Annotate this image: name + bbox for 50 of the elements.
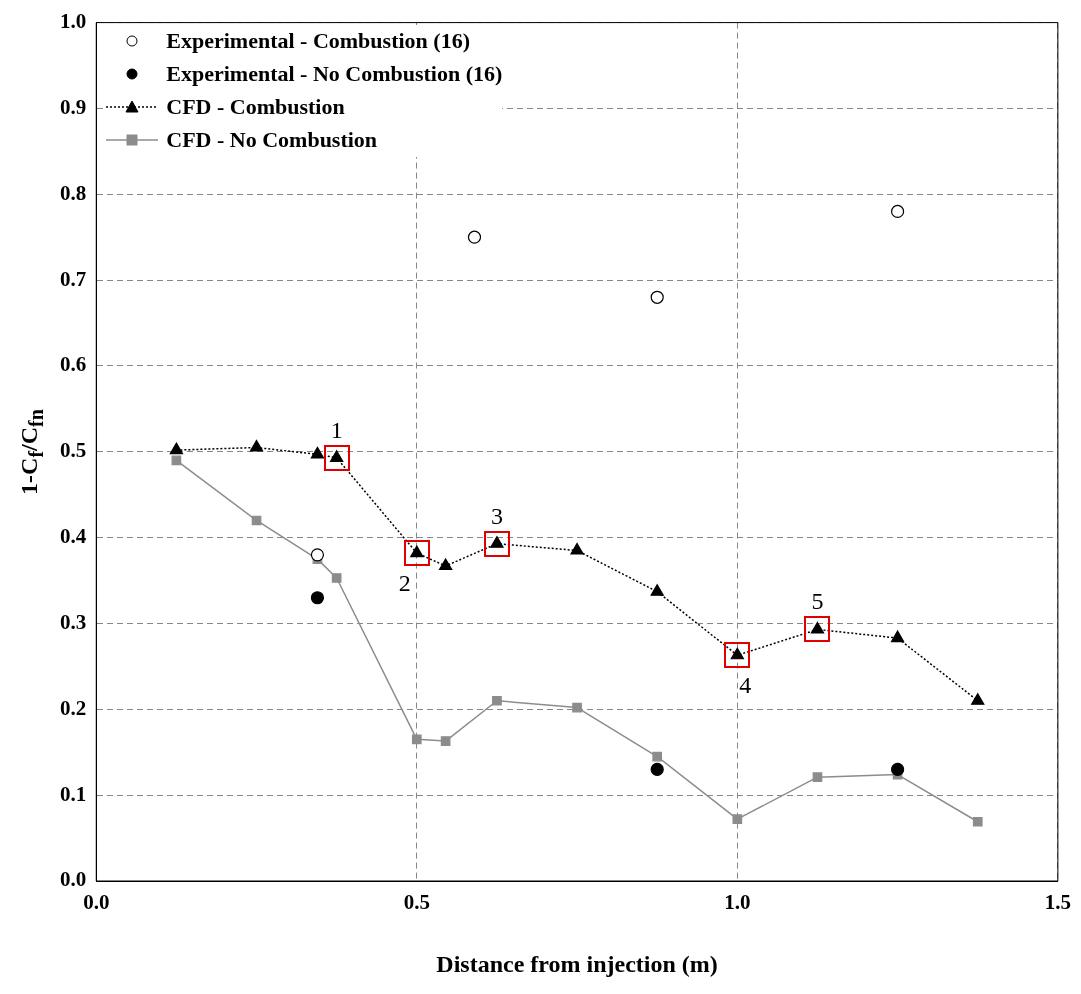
y-tick-label: 0.1 [60,781,87,806]
annotation: 5 [811,587,824,615]
point [440,736,451,746]
annotation: 2 [398,569,411,597]
y-tick-label: 1.0 [60,9,87,34]
y-tick-label: 0.7 [60,266,87,291]
y-tick-label: 0.2 [60,695,87,720]
x-tick-label: 1.0 [724,890,751,915]
y-tick-label: 0.5 [60,438,87,463]
point [650,290,664,304]
point [310,591,325,605]
point [650,762,664,777]
point [411,734,422,745]
point [812,772,823,782]
point [492,695,502,706]
point [570,542,584,555]
legend-label: CFD - Combustion [166,94,345,121]
point [171,455,182,466]
legend-label: Experimental - Combustion (16) [166,28,470,55]
y-tick-label: 0.4 [60,524,87,549]
y-tick-label: 0.6 [60,352,87,377]
point [438,558,453,571]
y-tick-label: 0.0 [60,867,87,892]
point [972,816,983,827]
annotation: 1 [330,416,343,444]
point [652,751,663,762]
legend-label: CFD - No Combustion [166,127,378,154]
point [310,446,325,459]
x-axis-title: Distance from injection (m) [436,950,718,977]
x-tick-label: 1.5 [1044,890,1071,915]
x-tick-label: 0.0 [83,890,110,915]
y-tick-label: 0.9 [60,94,87,119]
x-tick-label: 0.5 [403,890,430,915]
point [572,702,582,713]
point [331,573,342,583]
annotation: 3 [490,502,503,530]
point [971,693,985,705]
point [310,548,325,562]
point [467,230,482,244]
point [169,442,184,455]
legend-label: Experimental - No Combustion (16) [166,61,503,88]
point [890,630,905,643]
point [650,584,664,596]
y-tick-label: 0.8 [60,180,87,205]
y-tick-label: 0.3 [60,609,87,634]
annotation: 4 [739,671,752,699]
point [891,204,905,219]
point [732,814,743,825]
point [891,762,905,777]
point [249,439,264,452]
